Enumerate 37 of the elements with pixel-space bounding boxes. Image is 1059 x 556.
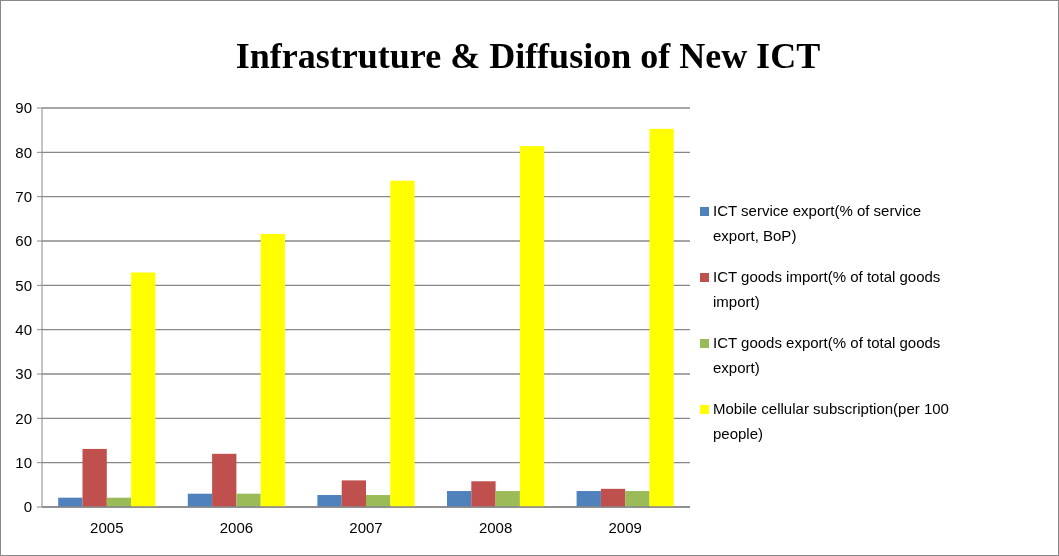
legend-label: ICT goods import(% of total goods import) [713, 268, 941, 310]
y-tick-label: 30 [15, 365, 32, 383]
y-tick-label: 50 [15, 276, 32, 294]
bar [600, 488, 626, 507]
bar [317, 495, 342, 507]
legend-label: ICT goods export(% of total goods export) [713, 334, 941, 376]
bar [576, 491, 601, 507]
x-tick-label: 2007 [349, 519, 383, 536]
y-tick-label: 70 [15, 187, 32, 205]
y-tick-label: 10 [15, 453, 32, 471]
y-tick-label: 20 [15, 409, 32, 427]
bar [495, 491, 520, 507]
legend-label: ICT service export(% of service export, BoP) [713, 202, 922, 244]
bar [236, 493, 261, 507]
legend-label: Mobile cellular subscription(per 100 people) [713, 400, 949, 442]
bar [260, 233, 285, 507]
bar [131, 272, 156, 507]
bar [519, 146, 545, 507]
x-tick-label: 2008 [478, 519, 513, 536]
bar [366, 495, 391, 507]
x-tick-label: 2009 [608, 519, 642, 536]
bar [390, 180, 415, 507]
y-tick-label: 60 [15, 232, 32, 250]
y-tick-label: 80 [15, 143, 32, 161]
y-tick-label: 0 [23, 498, 32, 516]
x-tick-label: 2005 [90, 519, 124, 536]
bar [625, 491, 650, 507]
bar [82, 448, 107, 507]
bar [212, 453, 237, 507]
bar [447, 491, 472, 507]
x-tick-label: 2006 [219, 519, 254, 536]
y-tick-label: 40 [15, 320, 32, 338]
bar [471, 481, 496, 507]
bar [341, 480, 366, 507]
chart-title: Infrastruture & Diffusion of New ICT [235, 36, 821, 76]
bar [649, 128, 674, 507]
y-tick-label: 90 [15, 99, 32, 117]
